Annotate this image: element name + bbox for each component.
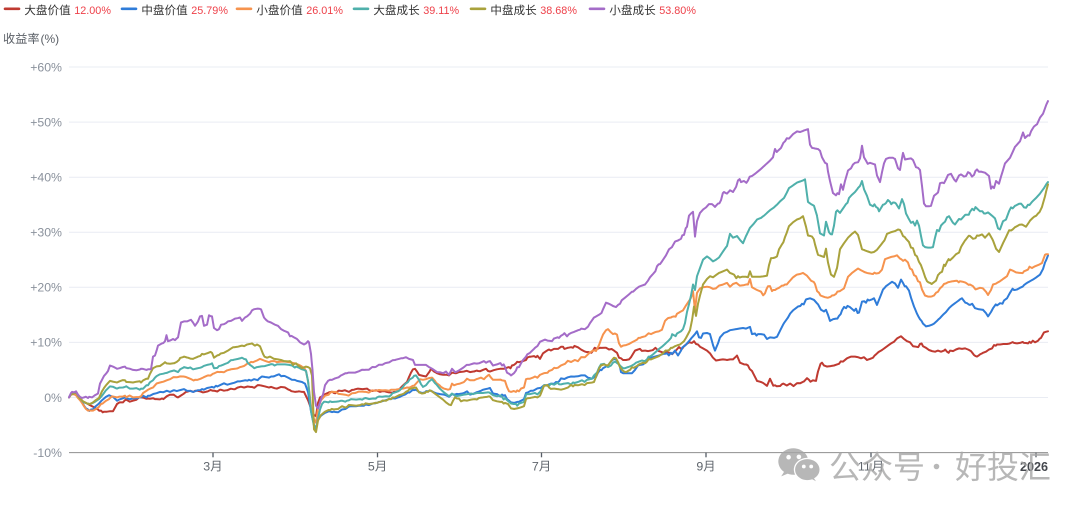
svg-text:+30%: +30% (30, 226, 62, 240)
svg-text:+60%: +60% (30, 60, 62, 74)
svg-text:(%): (%) (41, 32, 60, 46)
svg-text:0%: 0% (44, 391, 62, 405)
svg-text:25.79%: 25.79% (191, 5, 228, 17)
svg-text:12.00%: 12.00% (74, 5, 111, 17)
svg-text:3: 3 (203, 460, 210, 474)
svg-text:5: 5 (368, 460, 375, 474)
svg-text:2026: 2026 (1020, 460, 1048, 474)
svg-text:9: 9 (696, 460, 703, 474)
svg-text:39.11%: 39.11% (423, 5, 459, 17)
svg-text:+50%: +50% (30, 115, 62, 129)
svg-text:+40%: +40% (30, 171, 62, 185)
svg-text:53.80%: 53.80% (659, 5, 696, 17)
svg-text:7: 7 (532, 460, 539, 474)
svg-text:+20%: +20% (30, 281, 62, 295)
svg-text:38.68%: 38.68% (540, 5, 577, 17)
svg-text:+10%: +10% (30, 336, 62, 350)
svg-text:-10%: -10% (33, 446, 62, 460)
svg-text:26.01%: 26.01% (306, 5, 343, 17)
